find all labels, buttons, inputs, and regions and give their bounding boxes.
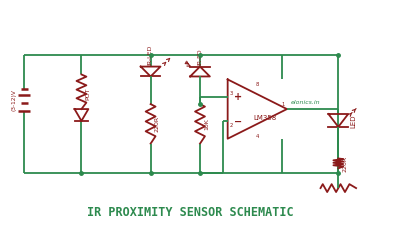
- Text: IR PROXIMITY SENSOR SCHEMATIC: IR PROXIMITY SENSOR SCHEMATIC: [87, 205, 294, 218]
- Text: 2: 2: [230, 122, 233, 127]
- Text: elonics.in: elonics.in: [291, 99, 320, 104]
- Text: LED: LED: [350, 114, 356, 128]
- Text: IR-LED: IR-LED: [148, 44, 153, 64]
- Text: (3-12)V: (3-12)V: [11, 89, 16, 111]
- Text: 3: 3: [230, 91, 233, 96]
- Text: 10K: 10K: [204, 117, 209, 129]
- Text: +: +: [234, 92, 242, 102]
- Text: IR-PD: IR-PD: [197, 48, 202, 64]
- Text: LM358: LM358: [254, 114, 277, 120]
- Text: 220R: 220R: [154, 115, 160, 131]
- Text: 8: 8: [256, 82, 259, 87]
- Text: 220R: 220R: [342, 156, 347, 172]
- Text: −: −: [234, 116, 242, 126]
- Text: 1: 1: [282, 102, 285, 107]
- Text: 4: 4: [256, 133, 259, 138]
- Text: POT: POT: [86, 87, 90, 99]
